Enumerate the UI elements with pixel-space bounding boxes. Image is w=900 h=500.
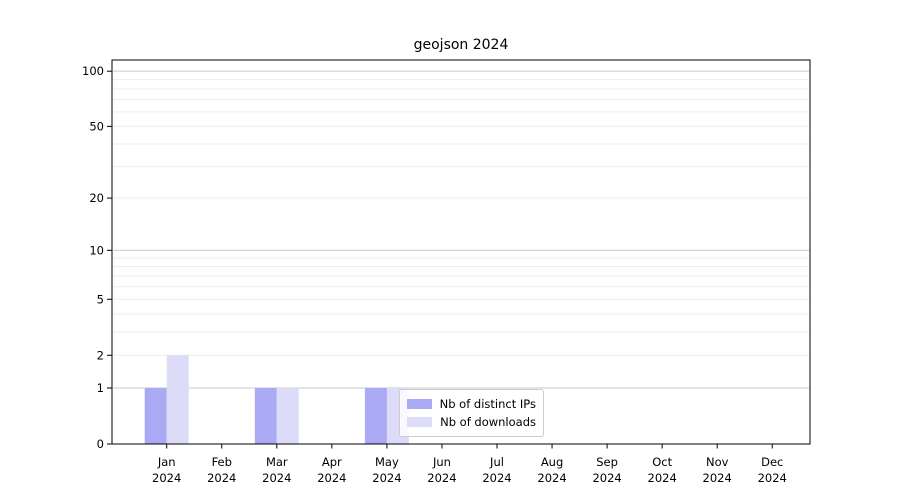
legend-label-downloads: Nb of downloads [440,415,536,429]
legend-item-downloads: Nb of downloads [407,415,536,429]
xtick-label-month-Feb: Feb [212,455,232,469]
xtick-label-month-Mar: Mar [266,455,288,469]
xtick-label-month-Aug: Aug [541,455,563,469]
ytick-label-2: 2 [97,348,104,362]
ytick-label-5: 5 [97,292,104,306]
xtick-label-month-Jan: Jan [157,455,176,469]
ytick-label-1: 1 [97,381,104,395]
ytick-label-100: 100 [82,64,104,78]
xtick-label-month-Apr: Apr [322,455,342,469]
xtick-label-month-Jun: Jun [432,455,451,469]
xtick-label-year-May: 2024 [372,471,401,485]
ytick-label-50: 50 [89,119,104,133]
xtick-label-year-Aug: 2024 [537,471,566,485]
xtick-label-year-Jan: 2024 [152,471,181,485]
plot-frame [111,59,811,445]
xtick-label-month-May: May [375,455,399,469]
xtick-label-year-Sep: 2024 [592,471,621,485]
legend-swatch-distinct-ips [407,399,432,409]
xtick-label-year-Oct: 2024 [648,471,677,485]
bar-ips-May [364,388,387,444]
bar-downloads-Jan [166,355,189,444]
xtick-label-month-Nov: Nov [706,455,729,469]
xtick-label-month-Sep: Sep [596,455,618,469]
xtick-label-year-Feb: 2024 [207,471,236,485]
ytick-label-20: 20 [89,191,104,205]
ytick-label-0: 0 [97,437,104,451]
xtick-label-year-Jul: 2024 [482,471,511,485]
ytick-label-10: 10 [89,243,104,257]
xtick-label-year-Apr: 2024 [317,471,346,485]
bar-ips-Mar [254,388,277,444]
xtick-label-year-Nov: 2024 [703,471,732,485]
bar-downloads-Mar [276,388,299,444]
legend-swatch-downloads [407,417,433,427]
xtick-label-year-Dec: 2024 [758,471,787,485]
legend: Nb of distinct IPs Nb of downloads [399,389,544,437]
xtick-label-year-Jun: 2024 [427,471,456,485]
bar-ips-Jan [144,388,167,444]
xtick-label-month-Oct: Oct [652,455,672,469]
xtick-label-year-Mar: 2024 [262,471,291,485]
chart-title: geojson 2024 [413,37,509,53]
xtick-label-month-Jul: Jul [489,455,504,469]
legend-item-distinct-ips: Nb of distinct IPs [407,397,536,411]
xtick-label-month-Dec: Dec [761,455,783,469]
legend-label-distinct-ips: Nb of distinct IPs [439,397,536,411]
